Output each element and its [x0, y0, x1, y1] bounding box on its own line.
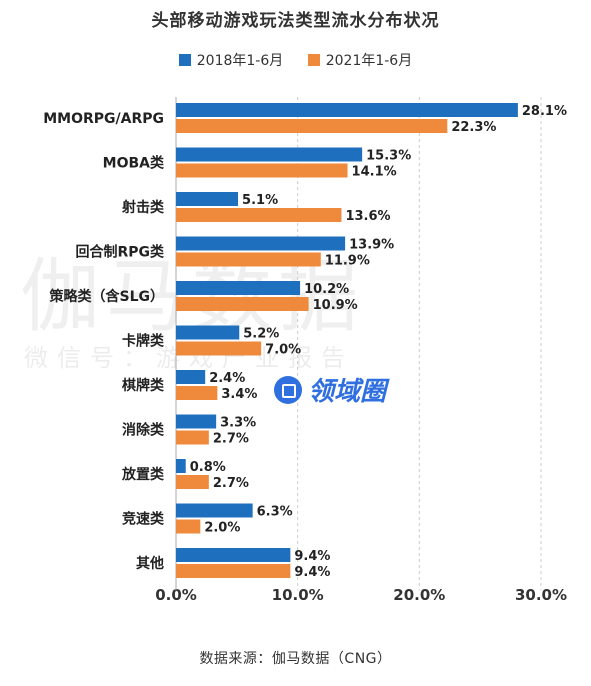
x-tick-label: 20.0%: [393, 586, 445, 604]
legend-swatch-2018: [178, 54, 191, 66]
bar-2018: [176, 281, 301, 295]
data-label: 3.4%: [221, 387, 257, 402]
bar-2018: [176, 370, 206, 384]
bar-2021: [176, 564, 291, 578]
x-tick-label: 30.0%: [515, 586, 567, 604]
legend-label-2021: 2021年1-6月: [325, 53, 413, 69]
category-label: 棋牌类: [122, 377, 165, 394]
data-label: 22.3%: [451, 120, 496, 135]
category-label: 放置类: [121, 466, 165, 483]
bar-2021: [176, 430, 209, 445]
category-label: 回合制RPG类: [75, 244, 165, 261]
brand-badge: 领域圈: [274, 371, 386, 408]
bar-2021: [176, 163, 348, 178]
data-label: 5.1%: [242, 193, 278, 208]
data-label: 28.1%: [522, 104, 567, 119]
legend-item-2018: 2018年1-6月: [178, 50, 284, 70]
source-note: 数据来源：伽马数据（CNG）: [199, 651, 392, 667]
bar-2018: [176, 548, 291, 562]
chart-title: 头部移动游戏玩法类型流水分布状况: [151, 11, 440, 31]
bar-2021: [176, 252, 321, 267]
data-label: 15.3%: [366, 149, 411, 164]
badge-logo-icon: [274, 375, 302, 404]
category-label: 其他: [136, 555, 164, 572]
bar-2018: [176, 192, 239, 206]
data-label: 6.3%: [257, 505, 293, 520]
data-label: 2.0%: [204, 521, 240, 536]
data-label: 7.0%: [265, 343, 301, 358]
bar-2018: [176, 325, 240, 340]
category-label: 消除类: [122, 422, 165, 439]
badge-label: 领域圈: [308, 377, 387, 407]
bar-2018: [176, 147, 363, 162]
data-label: 10.9%: [313, 298, 358, 313]
bar-2018: [176, 236, 346, 251]
legend-swatch-2021: [307, 54, 320, 66]
data-label: 2.7%: [213, 476, 249, 491]
data-label: 13.6%: [345, 209, 390, 224]
category-label: 卡牌类: [122, 333, 165, 350]
category-label: 竞速类: [122, 511, 165, 528]
bar-2021: [176, 386, 218, 400]
data-label: 2.4%: [209, 371, 245, 386]
data-label: 0.8%: [190, 460, 226, 475]
x-tick-label: 0.0%: [155, 586, 197, 604]
bar-2018: [176, 103, 518, 117]
bar-2018: [176, 459, 186, 473]
legend-label-2018: 2018年1-6月: [196, 53, 284, 69]
bar-2021: [176, 119, 448, 133]
data-label: 5.2%: [243, 327, 279, 342]
data-label: 11.9%: [325, 254, 370, 269]
category-label: MOBA类: [103, 155, 165, 172]
data-label: 2.7%: [213, 432, 249, 447]
bar-2021: [176, 208, 342, 222]
bar-2021: [176, 475, 209, 489]
legend: 2018年1-6月 2021年1-6月: [0, 50, 591, 70]
data-label: 13.9%: [349, 238, 394, 253]
bar-2018: [176, 414, 217, 429]
bar-2021: [176, 297, 309, 311]
bar-2021: [176, 519, 201, 534]
category-label: 射击类: [121, 199, 165, 216]
data-label: 10.2%: [304, 282, 349, 297]
category-label: MMORPG/ARPG: [43, 111, 164, 127]
category-label: 策略类（含SLG）: [49, 288, 165, 305]
bar-2021: [176, 341, 262, 356]
data-label: 9.4%: [294, 565, 330, 580]
data-label: 3.3%: [220, 416, 256, 431]
legend-item-2021: 2021年1-6月: [307, 50, 413, 70]
data-label: 14.1%: [352, 165, 397, 180]
bar-2018: [176, 503, 253, 518]
x-tick-label: 10.0%: [272, 586, 324, 604]
data-label: 9.4%: [294, 549, 330, 564]
